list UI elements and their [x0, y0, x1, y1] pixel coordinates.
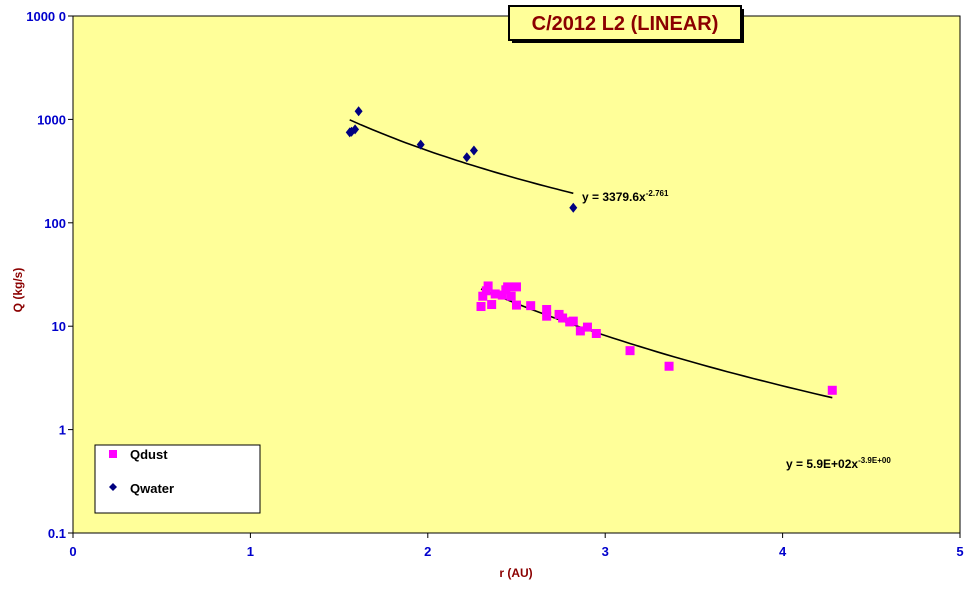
qdust-fit-base: y = 5.9E+02x [786, 457, 858, 471]
y-tick-label: 100 [44, 216, 66, 231]
point-qdust [481, 286, 491, 296]
point-qdust [568, 316, 578, 326]
y-tick-label: 0.1 [48, 526, 66, 541]
point-qdust [575, 326, 585, 336]
y-tick-label: 1000 [37, 112, 66, 127]
legend-qwater-marker [109, 483, 117, 491]
point-qdust [542, 305, 552, 315]
y-tick-label: 10 [52, 319, 66, 334]
point-qdust [827, 385, 837, 395]
point-qwater [354, 106, 363, 117]
legend-qdust-marker [109, 450, 117, 458]
y-tick-label: 1 [59, 423, 66, 438]
x-tick-label: 0 [69, 544, 76, 559]
point-qdust [526, 301, 536, 311]
point-qdust [558, 313, 568, 323]
trendline-qwater [349, 119, 574, 195]
y-axis-label: Q (kg/s) [11, 268, 25, 313]
point-qdust [478, 291, 488, 301]
point-qdust [476, 302, 486, 312]
point-qdust [582, 322, 592, 332]
x-tick-label: 5 [956, 544, 963, 559]
point-qdust [487, 300, 497, 310]
data-points [345, 106, 837, 395]
trendline-qdust [480, 288, 833, 399]
chart-title-box: C/2012 L2 (LINEAR) [508, 5, 744, 43]
legend-box [94, 444, 261, 514]
trendlines [349, 119, 833, 399]
point-qwater [462, 152, 471, 163]
qwater-fit-equation: y = 3379.6x-2.761 [582, 189, 669, 204]
point-qdust [591, 328, 601, 338]
point-qwater [416, 139, 425, 150]
x-tick-label: 1 [247, 544, 254, 559]
x-tick-label: 4 [779, 544, 787, 559]
point-qdust [503, 282, 513, 292]
x-axis-label: r (AU) [499, 566, 532, 580]
point-qdust [512, 282, 521, 292]
point-qwater [469, 145, 478, 156]
point-qdust [512, 300, 521, 310]
chart-title: C/2012 L2 (LINEAR) [532, 13, 719, 35]
x-axis: 0 1 2 3 4 5 [69, 533, 964, 559]
legend-qdust-label: Qdust [130, 447, 168, 462]
y-tick-label: 1000 0 [26, 9, 66, 24]
point-qwater [351, 124, 360, 135]
point-qdust [497, 290, 507, 300]
point-qdust [664, 361, 674, 371]
y-axis: 0.1 1 10 100 1000 1000 0 [26, 9, 73, 541]
x-tick-label: 3 [602, 544, 609, 559]
x-tick-label: 2 [424, 544, 431, 559]
legend-qwater-label: Qwater [130, 481, 174, 496]
point-qdust [490, 289, 500, 299]
title-box [508, 5, 742, 41]
qwater-fit-base: y = 3379.6x [582, 190, 646, 204]
qwater-fit-exponent: -2.761 [646, 189, 669, 198]
qdust-fit-exponent: -3.9E+00 [858, 456, 891, 465]
point-qdust [483, 281, 493, 291]
qdust-fit-equation: y = 5.9E+02x-3.9E+00 [786, 456, 891, 471]
point-qdust [506, 291, 516, 301]
legend: Qdust Qwater [94, 444, 261, 514]
point-qdust [542, 311, 552, 321]
point-qdust [625, 346, 635, 356]
point-qwater [569, 202, 578, 213]
